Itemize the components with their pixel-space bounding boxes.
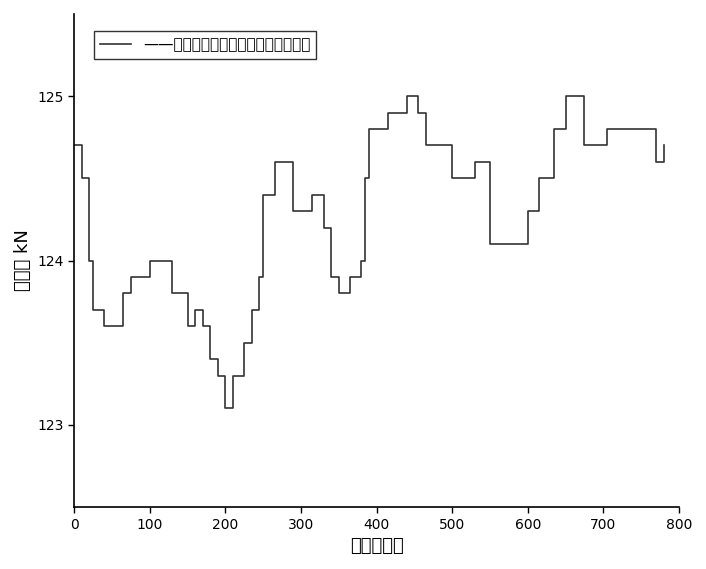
——中间辊弯辊闭环反馈控制的控制量 [89, 307, 97, 314]
——中间辊弯辊闭环反馈控制的控制量 [659, 142, 668, 149]
——中间辊弯辊闭环反馈控制的控制量 [418, 109, 426, 116]
Line: ——中间辊弯辊闭环反馈控制的控制量: ——中间辊弯辊闭环反馈控制的控制量 [74, 96, 664, 409]
——中间辊弯辊闭环反馈控制的控制量 [100, 323, 109, 329]
——中间辊弯辊闭环反馈控制的控制量 [232, 372, 241, 379]
X-axis label: 数据采集点: 数据采集点 [349, 537, 403, 555]
Y-axis label: 弯辊力 kN: 弯辊力 kN [14, 229, 32, 291]
——中间辊弯辊闭环反馈控制的控制量 [70, 142, 78, 149]
——中间辊弯辊闭环反馈控制的控制量 [402, 93, 411, 100]
Legend: ——中间辊弯辊闭环反馈控制的控制量: ——中间辊弯辊闭环反馈控制的控制量 [94, 31, 316, 59]
——中间辊弯辊闭环反馈控制的控制量 [221, 405, 229, 412]
——中间辊弯辊闭环反馈控制的控制量 [293, 208, 301, 215]
——中间辊弯辊闭环反馈控制的控制量 [554, 126, 562, 133]
